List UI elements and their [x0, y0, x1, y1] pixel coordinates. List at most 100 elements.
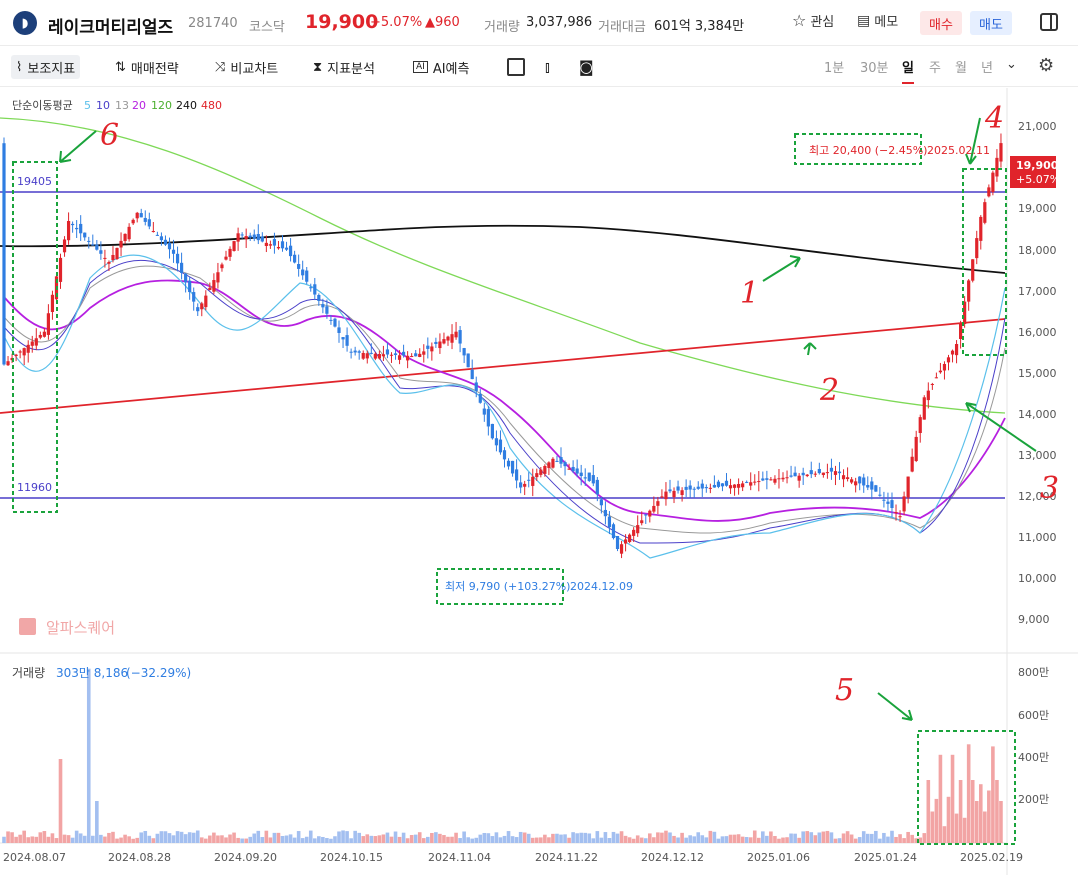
- volume-bar: [938, 754, 943, 843]
- volume-bar: [736, 834, 741, 843]
- indicator-analysis-button[interactable]: ⧗ 지표분석: [313, 59, 375, 77]
- screenshot-button[interactable]: ◙: [574, 55, 599, 79]
- period-week[interactable]: 주: [929, 61, 941, 76]
- volume-bar: [474, 837, 479, 843]
- compare-button[interactable]: ⤨ 비교차트: [215, 59, 279, 77]
- ma480-line: [0, 318, 1006, 414]
- candle-body: [175, 253, 180, 264]
- candle-body: [446, 336, 450, 341]
- volume-bar: [276, 832, 281, 843]
- candle-body: [805, 474, 809, 477]
- candle-body: [664, 491, 668, 500]
- volume-bar: [167, 833, 172, 843]
- period-month[interactable]: 월: [955, 61, 967, 76]
- volume-bar: [478, 834, 483, 843]
- volume-bar: [502, 835, 507, 843]
- price-chart[interactable]: 단순이동평균 5 10 13 20 120 240 480 21,000 19,…: [0, 88, 1078, 875]
- volume-bar: [199, 837, 204, 843]
- star-icon: ☆: [792, 11, 807, 30]
- candle-body: [769, 479, 773, 481]
- candle-body: [555, 460, 559, 462]
- candle-body: [510, 460, 515, 474]
- candle-body: [401, 351, 406, 356]
- date-tick: 2024.09.20: [214, 851, 277, 864]
- volume-bar: [373, 836, 378, 843]
- support-line-label: 11960: [17, 481, 52, 494]
- current-price-tag: [1010, 156, 1056, 188]
- volume-bar: [409, 835, 414, 843]
- memo-button[interactable]: ▤ 메모: [857, 12, 899, 31]
- candle-body: [450, 334, 454, 343]
- volume-bar: [46, 836, 51, 843]
- candle-body: [934, 377, 938, 379]
- period-day[interactable]: 일: [902, 57, 914, 84]
- candle-body: [426, 345, 430, 349]
- volume-bar: [442, 835, 446, 843]
- ai-predict-button[interactable]: AI AI예측: [408, 55, 474, 79]
- volume-bar: [579, 832, 583, 843]
- volume-axis: 800만 600만 400만 200만: [1018, 666, 1049, 806]
- candle-body: [204, 295, 208, 308]
- candle-body: [397, 355, 402, 360]
- volume-bar: [470, 838, 475, 843]
- indicators-button[interactable]: ⌇ 보조지표: [11, 55, 81, 79]
- candle-body: [79, 223, 83, 234]
- volume-bar: [522, 832, 527, 843]
- stock-code: 281740: [188, 16, 238, 31]
- volume-bar: [615, 833, 620, 843]
- volume-bar: [591, 838, 596, 843]
- candle-body: [737, 483, 741, 488]
- volume-bar: [518, 831, 523, 843]
- candle-body: [321, 304, 325, 308]
- date-tick: 2025.01.06: [747, 851, 810, 864]
- period-1min[interactable]: 1분: [824, 61, 845, 76]
- volume-bar: [208, 835, 212, 843]
- period-year[interactable]: 년: [981, 61, 993, 76]
- settings-gear-icon[interactable]: ⚙: [1038, 55, 1055, 76]
- volume-bar: [684, 837, 688, 843]
- volume-bar: [401, 832, 406, 843]
- buy-button[interactable]: 매수: [920, 11, 962, 35]
- candle-type-button[interactable]: ⫾: [540, 55, 555, 79]
- volume-bar: [466, 837, 470, 843]
- period-dropdown-chevron-icon[interactable]: ⌄: [1006, 57, 1017, 72]
- sell-button[interactable]: 매도: [970, 11, 1012, 35]
- price-tick: 15,000: [1018, 367, 1057, 380]
- candle-body: [623, 539, 628, 544]
- layout-toggle-icon[interactable]: [1040, 13, 1058, 31]
- candle-body: [696, 486, 700, 489]
- volume-bar: [752, 830, 757, 843]
- strategy-button[interactable]: ⇅ 매매전략: [115, 59, 179, 77]
- candle-body: [62, 239, 67, 253]
- candle-body: [547, 462, 551, 468]
- candle-body: [147, 219, 151, 227]
- volume-bar: [353, 830, 357, 843]
- candle-body: [361, 352, 365, 359]
- volume-bar: [171, 835, 176, 843]
- volume-bar: [882, 832, 886, 843]
- volume-bar: [627, 837, 632, 843]
- date-tick: 2024.08.28: [108, 851, 171, 864]
- volume-bar: [90, 835, 95, 843]
- volume-bar: [232, 832, 236, 843]
- candle-body: [345, 335, 349, 346]
- chart-box-button[interactable]: [502, 55, 530, 79]
- volume-bar: [506, 831, 511, 843]
- candle-body: [381, 354, 386, 357]
- volume-bar: [878, 838, 882, 843]
- candle-body: [559, 457, 563, 464]
- date-tick: 2024.11.22: [535, 851, 598, 864]
- ma-legend-120: 120: [151, 99, 172, 112]
- candle-body: [353, 350, 357, 353]
- volume-bar: [809, 832, 814, 843]
- ma120-line: [0, 117, 1006, 414]
- candle-body: [276, 246, 281, 249]
- period-30min[interactable]: 30분: [860, 61, 889, 76]
- candle-body: [232, 241, 236, 251]
- candle-body: [430, 346, 434, 352]
- candle-body: [406, 355, 410, 361]
- candle-body: [728, 485, 733, 489]
- candle-body: [470, 369, 474, 380]
- candle-body: [83, 232, 87, 238]
- watch-button[interactable]: ☆ 관심: [792, 11, 835, 30]
